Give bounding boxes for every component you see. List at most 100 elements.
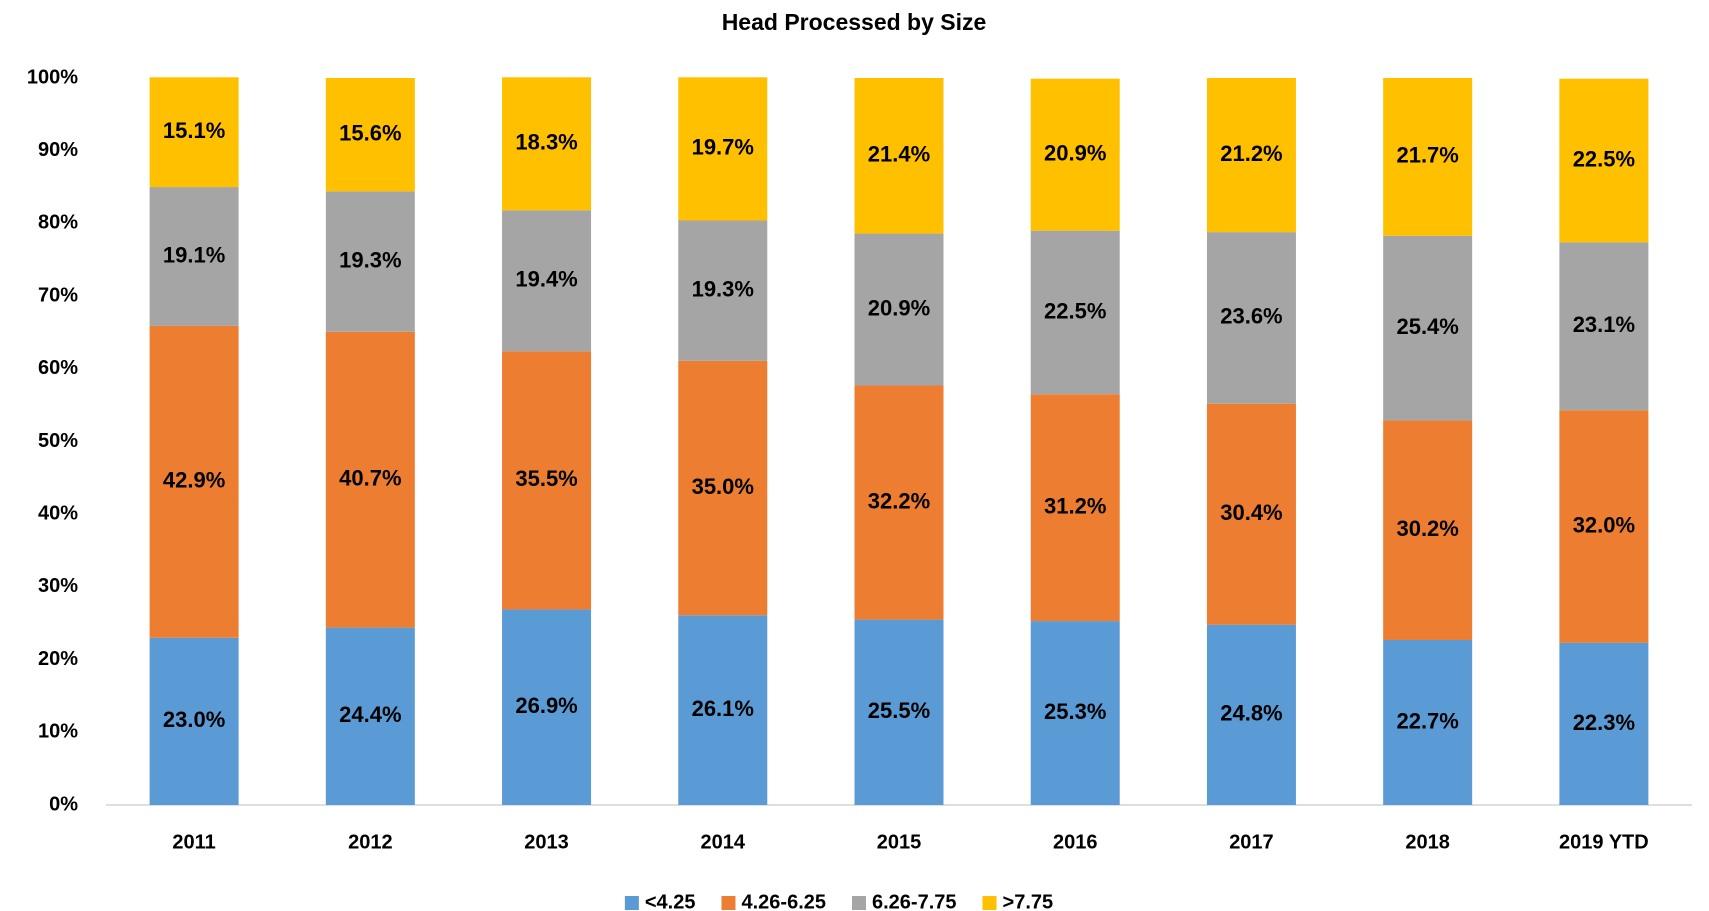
bar-segment: [854, 385, 944, 620]
data-label: 42.9%: [163, 468, 225, 493]
bar-segment: [1206, 403, 1296, 625]
bar-segment: [502, 609, 592, 805]
data-label: 25.4%: [1396, 314, 1458, 339]
data-label: 22.5%: [1044, 298, 1106, 323]
y-tick-label: 50%: [38, 430, 78, 452]
data-label: 35.5%: [515, 466, 577, 491]
bar-segment: [678, 360, 768, 616]
legend-label: <4.25: [645, 891, 696, 911]
data-label: 19.7%: [692, 135, 754, 160]
data-label: 25.5%: [868, 698, 930, 723]
x-tick-label: 2013: [524, 831, 569, 853]
legend-swatch: [852, 896, 866, 910]
bar-segment: [854, 78, 944, 234]
bar-segment: [502, 351, 592, 610]
data-label: 22.7%: [1396, 708, 1458, 733]
bar-segment: [1206, 232, 1296, 404]
data-label: 23.6%: [1220, 304, 1282, 329]
legend-label: 4.26-6.25: [741, 891, 826, 911]
bar-segment: [149, 637, 239, 805]
bar-segment: [1030, 621, 1120, 805]
bar-segment: [1030, 230, 1120, 395]
x-tick-label: 2015: [877, 831, 922, 853]
x-tick-label: 2011: [172, 831, 215, 853]
y-tick-label: 90%: [38, 139, 78, 161]
bar-segment: [502, 210, 592, 352]
legend-swatch: [624, 896, 639, 910]
data-label: 30.4%: [1220, 500, 1282, 525]
data-label: 21.2%: [1220, 141, 1282, 166]
data-label: 24.4%: [339, 702, 401, 727]
legend-swatch: [982, 896, 997, 910]
data-label: 40.7%: [339, 465, 401, 490]
data-label: 35.0%: [692, 474, 754, 499]
y-tick-label: 0%: [49, 793, 78, 815]
data-label: 26.9%: [515, 693, 577, 718]
y-tick-label: 100%: [27, 66, 78, 88]
bar-segment: [1559, 410, 1649, 643]
data-label: 21.4%: [868, 142, 930, 167]
bar-segment: [325, 191, 415, 332]
bar-segment: [854, 619, 944, 805]
data-label: 21.7%: [1396, 143, 1458, 168]
data-label: 32.0%: [1573, 512, 1635, 537]
y-tick-label: 30%: [38, 575, 78, 597]
y-tick-label: 60%: [38, 357, 78, 379]
bar-segment: [1383, 420, 1473, 640]
data-label: 25.3%: [1044, 699, 1106, 724]
bar-segment: [1383, 639, 1473, 805]
bar-segment: [1559, 242, 1649, 411]
bar-segment: [678, 77, 768, 221]
legend-label: 6.26-7.75: [872, 891, 957, 911]
bar-segment: [854, 233, 944, 386]
data-label: 15.6%: [339, 121, 401, 146]
bar-segment: [678, 615, 768, 805]
y-tick-label: 70%: [38, 284, 78, 306]
bar-segment: [1030, 394, 1120, 622]
bar-segment: [325, 78, 415, 192]
x-tick-label: 2017: [1229, 831, 1274, 853]
data-label: 31.2%: [1044, 493, 1106, 518]
bar-segment: [1559, 78, 1649, 243]
legend-label: >7.75: [1003, 891, 1054, 911]
bar-segment: [1206, 624, 1296, 805]
data-label: 15.1%: [163, 118, 225, 143]
data-label: 26.1%: [692, 696, 754, 721]
data-label: 19.4%: [515, 267, 577, 292]
bar-segment: [149, 187, 239, 326]
bar-segment: [1383, 235, 1473, 421]
data-label: 24.8%: [1220, 701, 1282, 726]
data-label: 18.3%: [515, 130, 577, 155]
y-tick-label: 40%: [38, 502, 78, 524]
data-label: 23.0%: [163, 707, 225, 732]
data-label: 20.9%: [1044, 141, 1106, 166]
data-label: 19.3%: [339, 247, 401, 272]
data-label: 32.2%: [868, 488, 930, 513]
data-label: 30.2%: [1396, 516, 1458, 541]
bar-segment: [1559, 642, 1649, 805]
x-tick-label: 2018: [1405, 831, 1450, 853]
bar-segment: [1030, 78, 1120, 231]
y-tick-label: 80%: [38, 212, 78, 234]
bar-segment: [149, 325, 239, 638]
x-tick-label: 2014: [701, 831, 746, 853]
bar-segment: [325, 627, 415, 805]
data-label: 20.9%: [868, 295, 930, 320]
legend-swatch: [721, 896, 736, 910]
data-label: 19.1%: [163, 242, 225, 267]
bar-segment: [1206, 78, 1296, 233]
x-tick-label: 2012: [348, 831, 393, 853]
data-label: 22.5%: [1573, 146, 1635, 171]
bar-segment: [1383, 78, 1473, 236]
data-label: 22.3%: [1573, 710, 1635, 735]
bar-segment: [149, 77, 239, 188]
data-label: 19.3%: [692, 276, 754, 301]
chart-title: Head Processed by Size: [722, 9, 987, 35]
bar-segment: [325, 331, 415, 628]
y-tick-label: 10%: [38, 721, 78, 743]
bar-segment: [678, 220, 768, 361]
y-tick-label: 20%: [38, 648, 78, 670]
x-tick-label: 2016: [1053, 831, 1098, 853]
